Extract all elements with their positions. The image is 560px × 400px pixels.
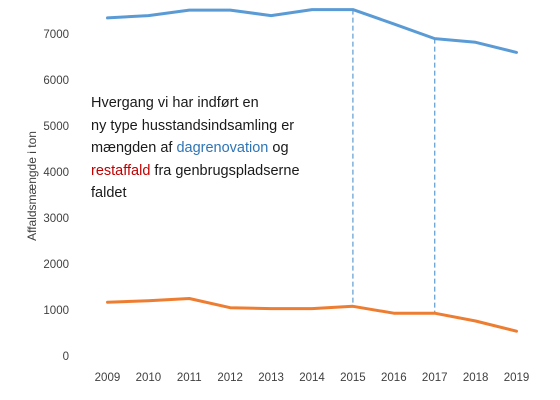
y-tick-label: 6000 bbox=[43, 75, 69, 87]
annotation-prefix: mængden af bbox=[91, 140, 177, 156]
y-tick-label: 1000 bbox=[43, 305, 69, 317]
annotation-line-1: Hvergang vi har indført en bbox=[91, 95, 259, 111]
y-axis-title: Affaldsmængde i ton bbox=[25, 131, 39, 241]
x-tick-label: 2012 bbox=[217, 372, 243, 384]
y-tick-label: 4000 bbox=[43, 167, 69, 179]
x-tick-label: 2017 bbox=[422, 372, 448, 384]
x-tick-label: 2009 bbox=[95, 372, 121, 384]
annotation-text: Hvergang vi har indført en ny type husst… bbox=[91, 92, 351, 205]
y-tick-label: 0 bbox=[63, 351, 69, 363]
x-axis-ticks: 2009 2010 2011 2012 2013 2014 2015 2016 2017 2018… bbox=[95, 372, 530, 384]
x-tick-label: 2016 bbox=[381, 372, 407, 384]
y-tick-label: 7000 bbox=[43, 29, 69, 41]
series-lines bbox=[106, 8, 518, 333]
series-line-1 bbox=[106, 8, 518, 54]
x-tick-label: 2011 bbox=[177, 372, 202, 384]
y-tick-label: 5000 bbox=[43, 121, 69, 133]
x-tick-label: 2013 bbox=[258, 372, 284, 384]
y-axis-ticks: 0 1000 2000 3000 4000 5000 6000 7000 bbox=[43, 29, 69, 363]
annotation-restaffald: restaffald bbox=[91, 162, 151, 179]
annotation-line-2: ny type husstandsindsamling er bbox=[91, 117, 295, 134]
annotation-line-5: faldet bbox=[91, 185, 127, 201]
annotation-og: og bbox=[268, 140, 289, 156]
annotation-line-4: restaffald fra genbrugspladserne bbox=[91, 163, 300, 179]
annotation-dagrenovation: dagrenovation bbox=[176, 140, 269, 156]
annotation-line-3: mængden af dagrenovation og bbox=[91, 140, 289, 156]
reference-lines bbox=[352, 9, 436, 314]
series-line-2 bbox=[106, 297, 518, 333]
x-tick-label: 2010 bbox=[136, 372, 162, 384]
y-tick-label: 3000 bbox=[43, 213, 69, 225]
y-tick-label: 2000 bbox=[43, 259, 69, 271]
x-tick-label: 2015 bbox=[340, 372, 366, 384]
x-tick-label: 2018 bbox=[463, 372, 489, 384]
x-tick-label: 2019 bbox=[504, 372, 530, 384]
x-tick-label: 2014 bbox=[299, 372, 325, 384]
annotation-genbrugspladserne: fra genbrugspladserne bbox=[150, 162, 300, 179]
